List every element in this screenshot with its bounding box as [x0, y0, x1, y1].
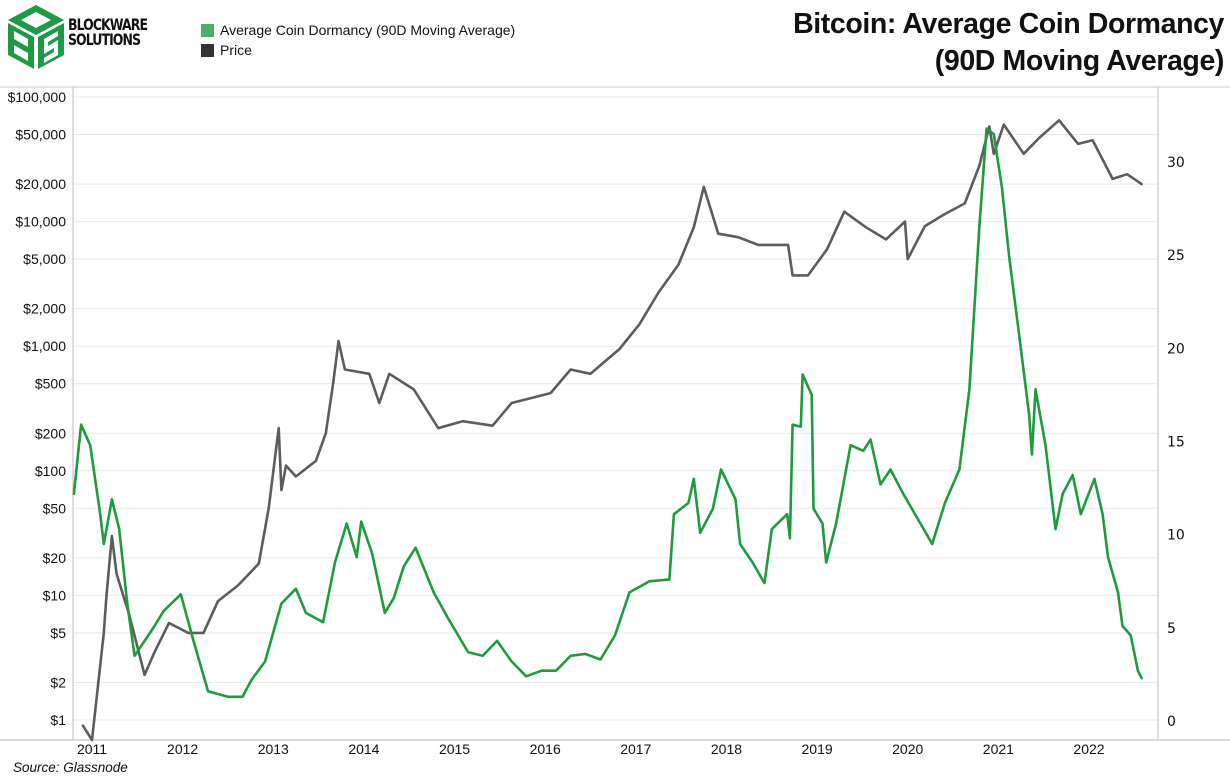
x-tick-label: 2017 [620, 741, 651, 757]
chart-title: Bitcoin: Average Coin Dormancy (90D Movi… [793, 6, 1224, 80]
brand-line-2: SOLUTIONS [68, 30, 141, 49]
x-tick-label: 2012 [167, 741, 198, 757]
x-tick-label: 2021 [983, 741, 1014, 757]
x-tick-label: 2019 [802, 741, 833, 757]
x-tick-label: 2022 [1073, 741, 1104, 757]
price-line [81, 119, 1143, 742]
brand-line-1: BLOCKWARE [68, 15, 148, 34]
right-tick-label: 15 [1167, 435, 1185, 451]
chart-legend: Average Coin Dormancy (90D Moving Averag… [201, 20, 515, 60]
x-tick-label: 2020 [892, 741, 923, 757]
x-tick-label: 2013 [258, 741, 289, 757]
plot-frame [0, 86, 1230, 741]
left-tick-label: $100,000 [8, 89, 67, 105]
source-note: Source: Glassnode [13, 760, 128, 775]
x-tick-label: 2016 [530, 741, 561, 757]
x-tick-label: 2011 [77, 741, 107, 757]
x-tick-label: 2018 [711, 741, 742, 757]
chart-title-line-2: (90D Moving Average) [934, 45, 1225, 77]
legend-label-dormancy: Average Coin Dormancy (90D Moving Averag… [220, 22, 516, 38]
right-tick-label: 30 [1167, 155, 1185, 171]
chart-title-line-1: Bitcoin: Average Coin Dormancy [793, 8, 1224, 40]
left-tick-label: $500 [35, 376, 66, 392]
right-axis-ticks: 0 5 10 15 20 25 30 [1167, 155, 1185, 730]
left-tick-label: $1,000 [23, 338, 66, 354]
right-tick-label: 25 [1167, 248, 1185, 264]
left-tick-label: $50,000 [15, 127, 66, 143]
legend-swatch-dormancy [201, 23, 214, 37]
left-tick-label: $100 [35, 463, 66, 479]
series-layer [72, 119, 1143, 742]
x-axis-ticks: 2011 2012 2013 2014 2015 2016 2017 2018 2019 2020… [77, 741, 1105, 757]
x-tick-label: 2015 [439, 741, 470, 757]
legend-item-dormancy: Average Coin Dormancy (90D Moving Averag… [201, 20, 515, 40]
left-tick-label: $50 [43, 500, 67, 516]
left-tick-label: $1 [50, 712, 66, 728]
legend-swatch-price [201, 43, 214, 57]
left-tick-label: $5,000 [23, 251, 66, 267]
left-tick-label: $2 [50, 674, 66, 690]
right-tick-label: 0 [1167, 714, 1176, 730]
right-tick-label: 20 [1167, 341, 1185, 357]
gridlines [73, 96, 1158, 721]
left-tick-label: $5 [50, 625, 66, 641]
brand-name: BLOCKWARE SOLUTIONS [68, 15, 148, 49]
legend-item-price: Price [201, 40, 515, 60]
logo-s-glyph [44, 31, 58, 63]
logo-b-glyph [14, 31, 28, 61]
left-tick-label: $10,000 [15, 214, 66, 230]
left-tick-label: $20 [43, 550, 67, 566]
left-tick-label: $200 [35, 425, 66, 441]
legend-label-price: Price [220, 42, 252, 58]
left-tick-label: $2,000 [23, 301, 66, 317]
left-tick-label: $20,000 [15, 176, 66, 192]
left-axis-ticks: $100,000 $50,000 $20,000 $10,000 $5,000 $2,00… [8, 89, 67, 728]
x-tick-label: 2014 [348, 741, 379, 757]
right-tick-label: 5 [1167, 621, 1176, 637]
right-tick-label: 10 [1167, 528, 1185, 544]
blockware-logo-icon [8, 5, 64, 69]
dormancy-line [72, 127, 1143, 699]
left-tick-label: $10 [43, 587, 67, 603]
logo-cube-top-inner [21, 12, 51, 28]
